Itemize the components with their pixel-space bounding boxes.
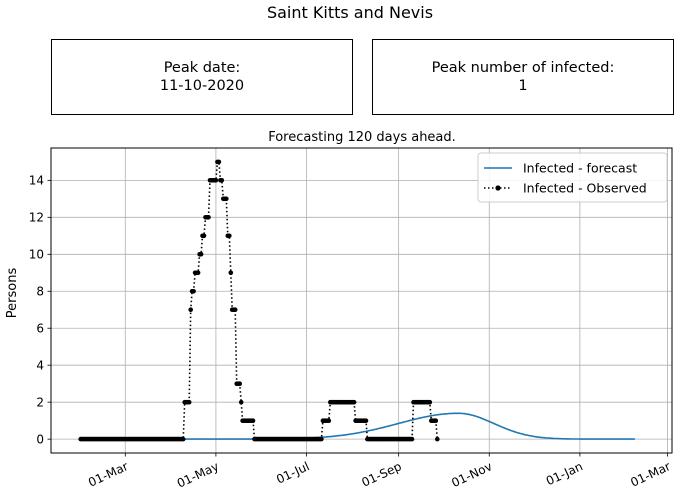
x-tick-label: 01-Mar — [86, 459, 130, 490]
x-tick-label: 01-Sep — [360, 459, 404, 490]
observed-point — [224, 196, 229, 202]
peak-date-box: Peak date: 11-10-2020 — [51, 39, 353, 115]
legend: Infected - forecast Infected - Observed — [477, 152, 668, 203]
observed-point — [219, 178, 225, 183]
observed-point — [351, 399, 357, 405]
observed-point — [232, 307, 238, 313]
observed-point — [433, 418, 439, 424]
legend-observed-label: Infected - Observed — [523, 181, 647, 196]
y-tick-label: 8 — [36, 285, 44, 299]
observed-point — [250, 418, 256, 424]
peak-date-value: 11-10-2020 — [159, 78, 245, 94]
series-layer — [78, 159, 635, 442]
x-tick-label: 01-Mar — [628, 459, 672, 490]
chart-title: Forecasting 120 days ahead. — [268, 130, 456, 145]
x-tick-label: 01-Jan — [544, 459, 585, 488]
peak-infected-label: Peak number of infected: — [431, 60, 615, 76]
observed-point — [228, 270, 234, 276]
observed-point — [180, 436, 186, 442]
peak-date-label: Peak date: — [163, 60, 241, 76]
observed-point — [227, 233, 232, 239]
observed-point — [191, 289, 196, 294]
observed-point — [186, 399, 192, 405]
x-tick-label: 01-Jul — [274, 459, 311, 486]
observed-point — [237, 381, 242, 387]
x-tick-label: 01-May — [175, 459, 221, 490]
observed-point — [201, 233, 207, 239]
observed-point — [319, 436, 324, 442]
y-tick-label: 12 — [29, 211, 44, 225]
x-tick-label: 01-Nov — [449, 459, 494, 490]
plot-frame — [50, 147, 673, 454]
observed-point — [206, 215, 211, 220]
observed-point — [213, 178, 219, 183]
observed-point — [198, 252, 204, 257]
y-tick-label: 2 — [36, 395, 44, 409]
y-tick-label: 14 — [29, 174, 44, 188]
observed-point — [326, 418, 332, 424]
legend-observed-marker — [495, 185, 501, 191]
y-tick-label: 6 — [36, 322, 44, 336]
y-tick-label: 4 — [36, 358, 44, 372]
observed-point — [435, 436, 440, 442]
y-tick-label: 0 — [36, 432, 44, 446]
figure-title: Saint Kitts and Nevis — [266, 3, 434, 22]
peak-infected-value: 1 — [518, 78, 528, 94]
observed-point — [188, 307, 193, 313]
forecast-line — [171, 412, 635, 440]
peak-infected-box: Peak number of infected: 1 — [372, 39, 674, 115]
y-axis-label: Persons — [5, 268, 20, 319]
observed-point — [363, 418, 369, 424]
legend-frame — [477, 152, 668, 203]
observed-point — [195, 270, 201, 276]
observed-line — [80, 161, 439, 440]
observed-point — [409, 436, 415, 442]
observed-point — [427, 399, 433, 405]
legend-forecast-label: Infected - forecast — [523, 161, 637, 176]
observed-point — [216, 159, 222, 165]
y-tick-label: 10 — [29, 248, 44, 262]
observed-point — [238, 399, 244, 405]
